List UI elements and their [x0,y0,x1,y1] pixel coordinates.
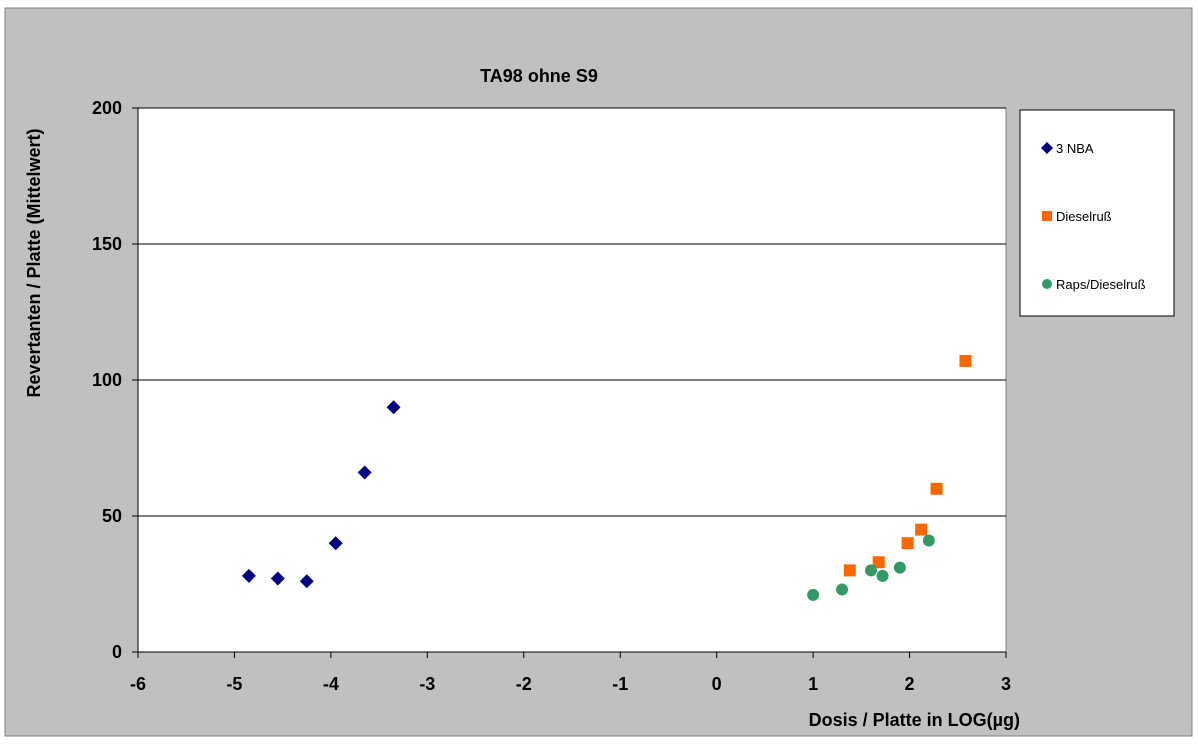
y-tick-label: 100 [92,370,122,390]
legend-item-dieselru: Dieselruß [1042,209,1112,224]
x-tick-label: -2 [516,674,532,694]
x-tick-label: 1 [808,674,818,694]
y-tick-label: 0 [112,642,122,662]
data-point-3-nba [386,400,401,415]
y-tick-label: 50 [102,506,122,526]
x-tick-label: -1 [612,674,628,694]
y-axis-ticks: 0 50 100 150 200 [92,98,138,662]
legend-marker-dieselru [1042,211,1052,221]
data-point-raps-dieselru [876,569,889,582]
data-point-3-nba [241,568,256,583]
series-3-nba [241,400,401,589]
y-tick-label: 200 [92,98,122,118]
x-axis-ticks: -6 -5 -4 -3 -2 -1 0 1 2 3 [130,652,1011,694]
x-axis-title: Dosis / Platte in LOG(µg) [809,710,1020,730]
data-point-raps-dieselru [864,564,877,577]
data-point-3-nba [328,536,343,551]
x-tick-label: -5 [226,674,242,694]
data-points [241,354,972,601]
legend: 3 NBA Dieselruß Raps/Dieselruß [1041,141,1146,292]
data-point-3-nba [270,571,285,586]
x-tick-label: -6 [130,674,146,694]
data-point-3-nba [299,574,314,589]
data-point-3-nba [357,465,372,480]
x-tick-label: -3 [419,674,435,694]
data-point-dieselru [872,556,885,569]
x-tick-label: 2 [905,674,915,694]
data-point-raps-dieselru [836,583,849,596]
legend-marker-raps-dieselru [1042,279,1052,289]
data-point-dieselru [843,564,856,577]
data-point-dieselru [959,354,972,367]
legend-item-3-nba: 3 NBA [1041,141,1094,156]
data-point-raps-dieselru [893,561,906,574]
data-point-dieselru [930,482,943,495]
x-tick-label: -4 [323,674,339,694]
data-point-dieselru [915,523,928,536]
legend-item-raps-dieselru: Raps/Dieselruß [1042,277,1146,292]
legend-label-raps-dieselru: Raps/Dieselruß [1056,277,1146,292]
y-axis-title: Revertanten / Platte (Mittelwert) [24,128,44,397]
series-raps-dieselru [807,534,935,601]
data-point-dieselru [901,537,914,550]
legend-label-dieselru: Dieselruß [1056,209,1112,224]
series-dieselru [843,354,972,577]
gridlines [138,107,1006,517]
x-tick-label: 0 [712,674,722,694]
legend-label-3-nba: 3 NBA [1056,141,1094,156]
y-tick-label: 150 [92,234,122,254]
data-point-raps-dieselru [922,534,935,547]
legend-marker-3-nba [1041,142,1053,154]
chart-title: TA98 ohne S9 [480,66,598,86]
x-tick-label: 3 [1001,674,1011,694]
data-point-raps-dieselru [807,588,820,601]
